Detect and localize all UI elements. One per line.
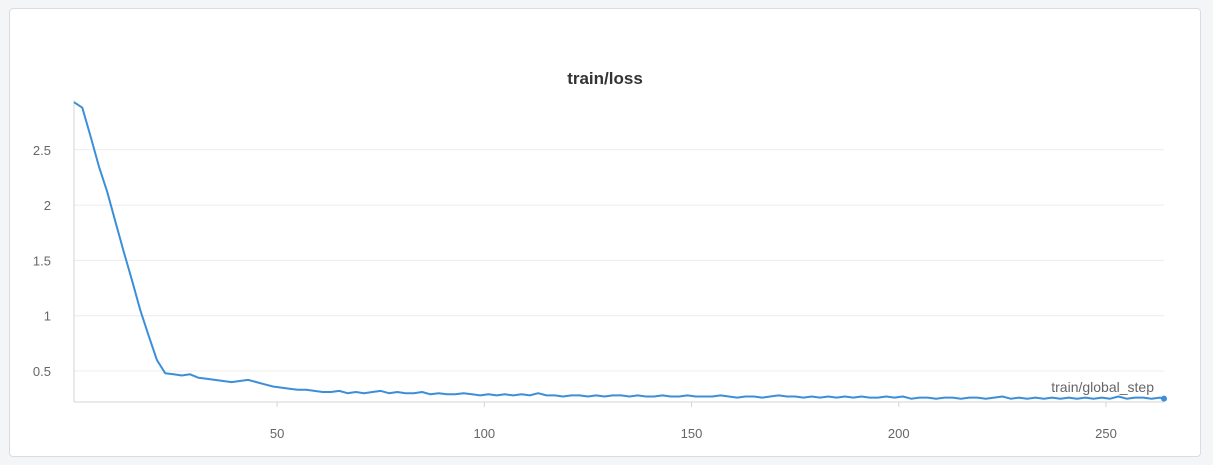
chart-panel: train/loss — [9, 8, 1201, 457]
x-tick-label: 100 — [473, 426, 495, 441]
x-tick-label: 200 — [888, 426, 910, 441]
x-axis-label: train/global_step — [1051, 379, 1154, 395]
y-tick-label: 0.5 — [33, 364, 51, 379]
x-tick-label: 250 — [1095, 426, 1117, 441]
y-tick-label: 2 — [44, 198, 51, 213]
y-tick-label: 2.5 — [33, 143, 51, 158]
chart-title: train/loss — [567, 69, 643, 88]
series-line — [73, 101, 1165, 400]
x-tick-label: 150 — [681, 426, 703, 441]
series-last-point — [1161, 395, 1167, 402]
y-tick-label: 1 — [44, 309, 51, 324]
x-tick-label: 50 — [270, 426, 284, 441]
y-tick-label: 1.5 — [33, 253, 51, 268]
